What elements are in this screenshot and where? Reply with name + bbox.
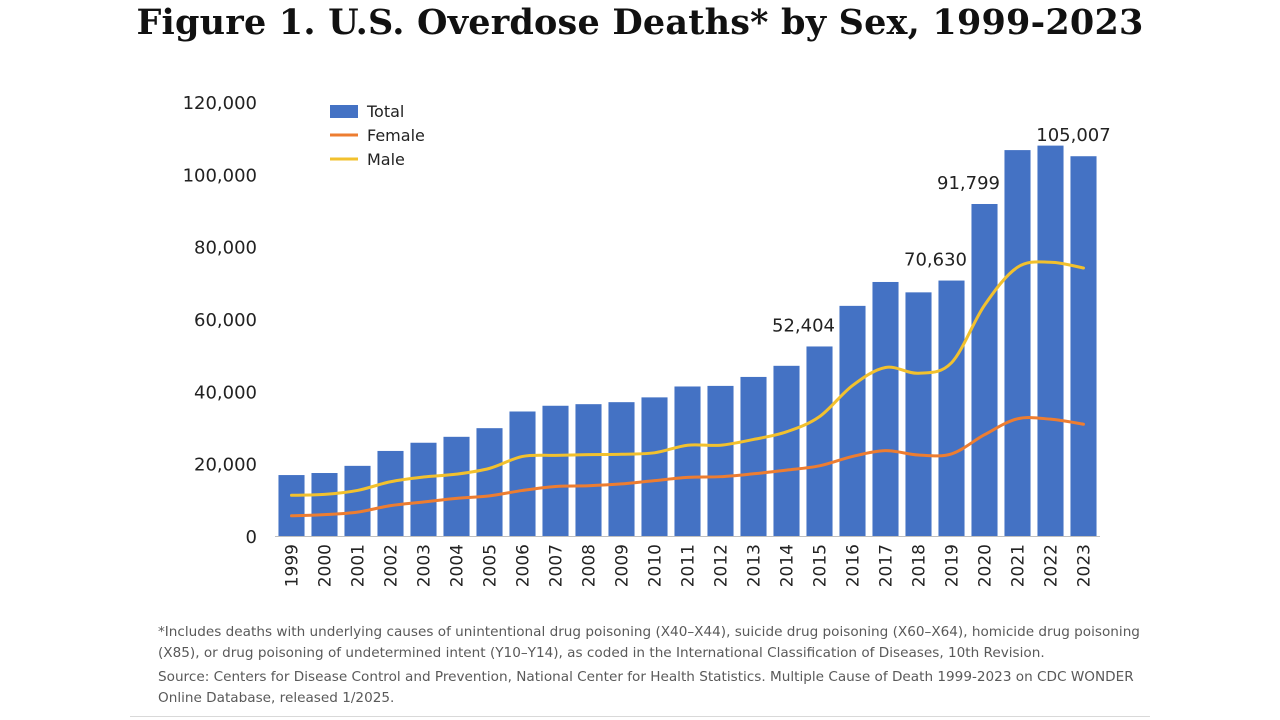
bar-total-2003	[410, 442, 437, 536]
bar-total-2007	[542, 405, 569, 536]
chart-title: Figure 1. U.S. Overdose Deaths* by Sex, …	[136, 2, 1144, 43]
x-tick-label: 2021	[1009, 544, 1029, 587]
legend: Total Female Male	[330, 102, 425, 169]
legend-swatch-total	[330, 105, 358, 118]
x-tick-label: 2004	[448, 544, 468, 587]
line-female	[290, 416, 1085, 518]
bar-total-2022	[1037, 145, 1064, 536]
legend-label-total: Total	[366, 102, 404, 121]
x-tick-label: 2005	[481, 544, 501, 587]
y-tick-label: 0	[246, 527, 257, 548]
bar-total-1999	[278, 475, 305, 536]
x-tick-label: 2013	[745, 544, 765, 587]
x-tick-label: 2012	[712, 544, 732, 587]
bar-total-2018	[905, 292, 932, 536]
bar-total-2016	[839, 305, 866, 536]
bar-total-2000	[311, 473, 338, 536]
x-tick-label: 2002	[382, 544, 402, 587]
y-tick-label: 60,000	[194, 310, 257, 331]
y-tick-label: 120,000	[183, 93, 257, 114]
bar-total-2011	[674, 386, 701, 536]
bar-total-2019	[938, 280, 965, 536]
y-tick-label: 80,000	[194, 238, 257, 259]
x-tick-label: 2015	[811, 544, 831, 587]
bar-total-2001	[344, 465, 371, 536]
bar-total-2009	[608, 402, 635, 536]
bar-total-2005	[476, 428, 503, 536]
x-tick-label: 2001	[349, 544, 369, 587]
source-note: Source: Centers for Disease Control and …	[158, 669, 1134, 706]
x-tick-label: 2017	[877, 544, 897, 587]
x-tick-label: 2018	[910, 544, 930, 587]
bar-total-2006	[509, 411, 536, 536]
footnote: *Includes deaths with underlying causes …	[158, 624, 1140, 661]
bar-total-2014	[773, 365, 800, 536]
x-tick-label: 2014	[778, 544, 798, 587]
total-bars	[278, 145, 1097, 537]
y-tick-label: 100,000	[183, 165, 257, 186]
x-tick-label: 2011	[679, 544, 699, 587]
bar-total-2002	[377, 450, 404, 536]
bar-total-2012	[707, 385, 734, 536]
data-annotations: 52,404 70,630 91,799 105,007	[772, 125, 1111, 336]
x-tick-label: 2020	[976, 544, 996, 587]
line-male	[290, 260, 1085, 497]
bar-total-2013	[740, 376, 767, 536]
bar-total-2021	[1004, 150, 1031, 536]
bar-total-2004	[443, 436, 470, 536]
data-label-2015: 52,404	[772, 315, 835, 336]
bottom-divider	[130, 716, 1150, 717]
legend-label-male: Male	[367, 150, 405, 169]
bar-total-2023	[1070, 156, 1097, 537]
x-tick-label: 2019	[943, 544, 963, 587]
series-lines	[290, 260, 1085, 518]
bar-total-2017	[872, 281, 899, 536]
x-tick-label: 2023	[1075, 544, 1095, 587]
x-tick-label: 2007	[547, 544, 567, 587]
data-label-2023: 105,007	[1036, 125, 1110, 146]
data-label-2020: 91,799	[937, 173, 1000, 194]
bar-total-2010	[641, 397, 668, 536]
y-axis: 0 20,000 40,000 60,000 80,000 100,000 120,000	[183, 93, 257, 548]
x-tick-label: 2000	[316, 544, 336, 587]
x-tick-label: 2016	[844, 544, 864, 587]
bar-total-2020	[971, 203, 998, 536]
x-axis: 1999 2000 2001 2002 2003 2004 2005 2006 2007 2008…	[275, 536, 1100, 587]
x-tick-label: 2008	[580, 544, 600, 587]
y-tick-label: 20,000	[194, 455, 257, 476]
bar-total-2008	[575, 404, 602, 536]
y-tick-label: 40,000	[194, 382, 257, 403]
legend-label-female: Female	[367, 126, 425, 145]
data-label-2019: 70,630	[904, 250, 967, 271]
x-tick-label: 2006	[514, 544, 534, 587]
x-tick-label: 2009	[613, 544, 633, 587]
x-tick-label: 2003	[415, 544, 435, 587]
x-tick-label: 1999	[283, 544, 303, 587]
x-tick-label: 2022	[1042, 544, 1062, 587]
x-tick-label: 2010	[646, 544, 666, 587]
bar-total-2015	[806, 346, 833, 536]
